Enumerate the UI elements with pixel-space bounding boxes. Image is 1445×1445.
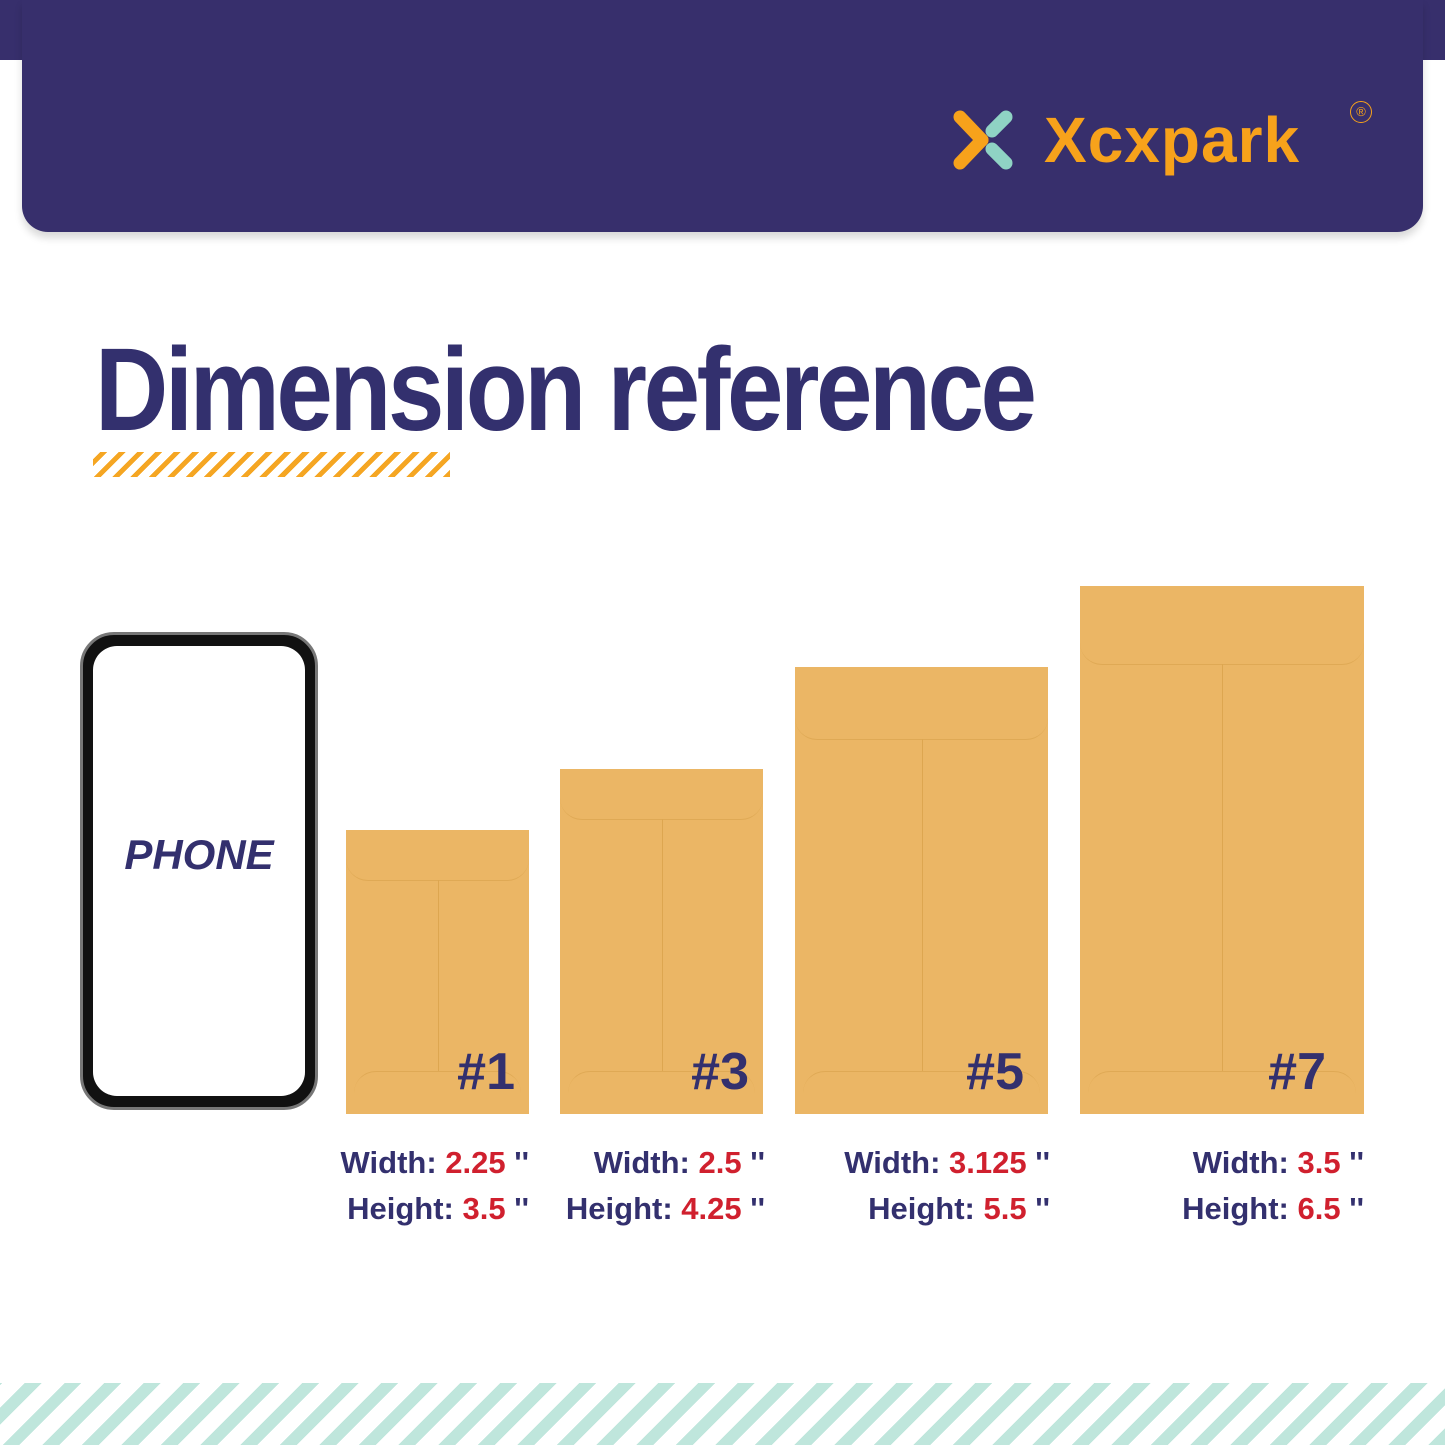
phone-screen: PHONE (93, 646, 305, 1096)
envelope-seam (921, 739, 923, 1072)
height-label: Height: (565, 1191, 673, 1226)
height-value: 5.5 (983, 1191, 1027, 1226)
envelope-1-dimensions: Width: 2.25 '' Height: 3.5 '' (341, 1140, 529, 1232)
envelope-bottom-flap (1088, 1071, 1356, 1114)
width-value: 3.125 (949, 1145, 1027, 1180)
brand-logo: Xcxpark (950, 100, 1300, 180)
header-band (22, 0, 1423, 232)
envelope-3: #3 (560, 769, 763, 1114)
phone-label: PHONE (124, 831, 274, 878)
height-label: Height: (1182, 1191, 1289, 1226)
envelope-seam (661, 819, 663, 1072)
width-value: 3.5 (1297, 1145, 1341, 1180)
unit: '' (1035, 1191, 1050, 1226)
envelope-7-dimensions: Width: 3.5 '' Height: 6.5 '' (1182, 1140, 1364, 1232)
unit: '' (750, 1145, 765, 1180)
envelope-seam (1222, 664, 1223, 1072)
unit: '' (514, 1191, 529, 1226)
envelope-5: #5 (795, 667, 1048, 1114)
width-label: Width: (340, 1145, 437, 1180)
width-label: Width: (844, 1145, 941, 1180)
registered-mark: ® (1350, 101, 1372, 123)
unit: '' (750, 1191, 765, 1226)
envelope-3-dimensions: Width: 2.5 '' Height: 4.25 '' (566, 1140, 765, 1232)
width-value: 2.5 (698, 1145, 742, 1180)
envelope-7: #7 (1080, 586, 1364, 1114)
envelope-number: #3 (691, 1043, 749, 1101)
unit: '' (514, 1145, 529, 1180)
title-underline-stripes (93, 452, 450, 477)
footer-stripes (0, 1383, 1445, 1445)
envelope-bottom-flap (803, 1071, 1040, 1114)
height-value: 6.5 (1297, 1191, 1341, 1226)
phone-illustration: PHONE (80, 632, 318, 1110)
envelope-flap (560, 769, 763, 820)
envelope-number: #1 (457, 1043, 515, 1101)
height-value: 4.25 (681, 1191, 742, 1226)
envelope-flap (346, 830, 529, 881)
x-chevron-logo-icon (953, 110, 1013, 170)
envelope-5-dimensions: Width: 3.125 '' Height: 5.5 '' (844, 1140, 1050, 1232)
width-label: Width: (593, 1145, 690, 1180)
unit: '' (1035, 1145, 1050, 1180)
height-label: Height: (868, 1191, 975, 1226)
envelope-number: #5 (966, 1043, 1024, 1101)
envelope-1: #1 (346, 830, 529, 1114)
envelope-flap (795, 667, 1048, 740)
envelope-flap (1080, 586, 1364, 665)
envelope-number: #7 (1268, 1043, 1326, 1101)
envelope-bottom-flap (568, 1071, 755, 1114)
envelope-bottom-flap (354, 1071, 521, 1114)
page-title: Dimension reference (95, 324, 1037, 456)
width-value: 2.25 (445, 1145, 506, 1180)
width-label: Width: (1192, 1145, 1289, 1180)
height-value: 3.5 (462, 1191, 506, 1226)
brand-name: Xcxpark (1044, 104, 1301, 176)
unit: '' (1349, 1191, 1364, 1226)
envelope-seam (437, 880, 439, 1072)
height-label: Height: (347, 1191, 454, 1226)
unit: '' (1349, 1145, 1364, 1180)
